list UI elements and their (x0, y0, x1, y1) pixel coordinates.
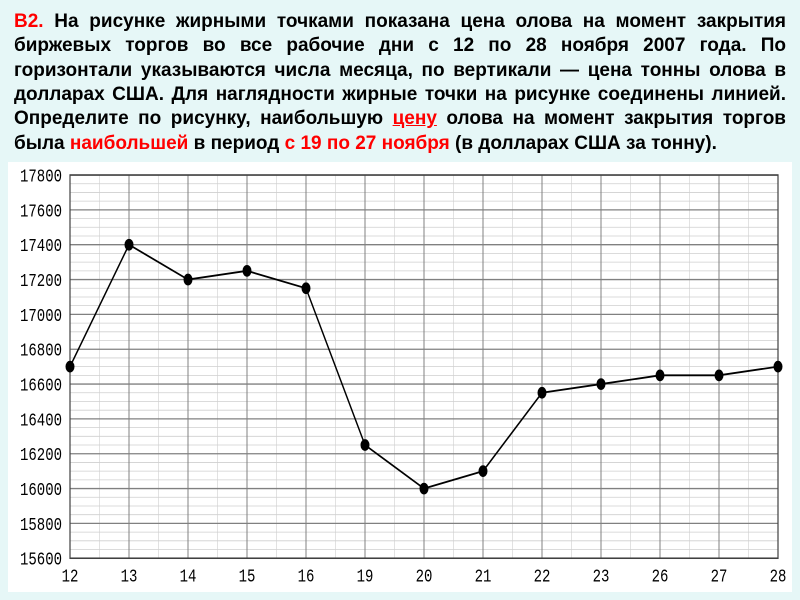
x-tick-label: 14 (180, 566, 197, 587)
x-tick-label: 21 (475, 566, 492, 587)
text-part-4: (в долларах США за тонну). (450, 133, 717, 154)
series-marker (479, 466, 487, 476)
series-marker (243, 265, 251, 275)
chart-container: 15600 15800 16000 16200 16400 16600 16800 17000… (8, 162, 792, 592)
y-tick-label: 17600 (20, 201, 62, 222)
text-part-3: в период (188, 133, 284, 154)
x-tick-label: 12 (62, 566, 79, 587)
keyword-max: наибольшей (70, 133, 188, 154)
x-tick-label: 26 (652, 566, 669, 587)
x-tick-label: 27 (711, 566, 728, 587)
series-marker (184, 274, 192, 284)
x-tick-label: 19 (357, 566, 374, 587)
y-tick-label: 16400 (20, 410, 62, 431)
y-tick-label: 17400 (20, 235, 62, 256)
series-marker (125, 239, 133, 249)
problem-text: В2. На рисунке жирными точками показана … (0, 0, 800, 162)
line-chart: 15600 15800 16000 16200 16400 16600 16800 17000… (8, 162, 792, 592)
x-tick-label: 23 (593, 566, 610, 587)
y-tick-label: 15600 (20, 549, 62, 570)
task-label: В2. (14, 11, 44, 32)
keyword-price: цену (393, 108, 437, 129)
series-marker (66, 361, 74, 371)
y-tick-label: 16600 (20, 375, 62, 396)
y-tick-label: 16800 (20, 340, 62, 361)
series-marker (774, 361, 782, 371)
series-marker (302, 283, 310, 293)
x-tick-label: 28 (770, 566, 787, 587)
x-tick-label: 13 (121, 566, 138, 587)
y-tick-label: 16200 (20, 444, 62, 465)
x-tick-label: 20 (416, 566, 433, 587)
y-tick-label: 17000 (20, 305, 62, 326)
series-marker (538, 387, 546, 397)
page-root: В2. На рисунке жирными точками показана … (0, 0, 800, 600)
keyword-period: с 19 по 27 ноября (285, 133, 450, 154)
x-tick-label: 22 (534, 566, 551, 587)
series-marker (656, 370, 664, 380)
y-tick-label: 17800 (20, 166, 62, 187)
series-marker (420, 483, 428, 493)
x-tick-label: 16 (298, 566, 315, 587)
x-tick-label: 15 (239, 566, 256, 587)
series-marker (597, 379, 605, 389)
series-marker (715, 370, 723, 380)
y-tick-label: 16000 (20, 479, 62, 500)
y-tick-label: 15800 (20, 514, 62, 535)
y-tick-label: 17200 (20, 270, 62, 291)
series-marker (361, 440, 369, 450)
